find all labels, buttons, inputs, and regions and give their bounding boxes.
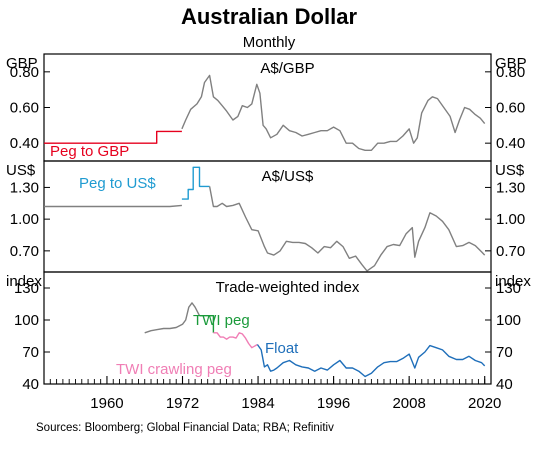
- x-axis: 1960 1972 1984 1996 2008 2020: [49, 376, 501, 412]
- unit-label-left: GBP: [6, 55, 38, 72]
- panel-title: A$/GBP: [260, 60, 314, 77]
- series-annotation: TWI crawling peg: [116, 361, 232, 378]
- series-line-2: [181, 74, 486, 151]
- panel-3: Trade-weighted index index index 40 40 70 70 10…: [6, 271, 531, 393]
- y-tick-label-right: 130: [496, 280, 521, 297]
- panel-1: A$/GBP GBP GBP 0.40 0.40 0.60 0.60 0.80 0.80 Peg …: [6, 53, 527, 162]
- series-annotation: Peg to GBP: [50, 143, 129, 160]
- series-line-3: [208, 186, 486, 272]
- panel-title: Trade-weighted index: [216, 279, 360, 296]
- series-line-1: [44, 130, 182, 144]
- series-line-2: [199, 315, 215, 333]
- series-line-3: [213, 332, 258, 349]
- panels: A$/GBP GBP GBP 0.40 0.40 0.60 0.60 0.80 0.80 Peg …: [6, 53, 531, 393]
- y-tick-label-left: 100: [14, 312, 39, 329]
- x-tick-label: 2008: [392, 395, 425, 412]
- y-tick-label-right: 1.00: [496, 211, 525, 228]
- chart-subtitle: Monthly: [243, 34, 296, 51]
- y-tick-label-right: 1.30: [496, 179, 525, 196]
- y-tick-label-right: 100: [496, 312, 521, 329]
- x-tick-label: 1972: [166, 395, 199, 412]
- unit-label-right: US$: [495, 162, 525, 179]
- x-tick-label: 1960: [90, 395, 123, 412]
- x-tick-label: 1996: [317, 395, 350, 412]
- panel-2: A$/US$ US$ US$ 0.70 0.70 1.00 1.00 1.30 1.30 Peg …: [6, 160, 525, 273]
- y-tick-label-right: 0.80: [496, 64, 525, 81]
- y-tick-label-left: 0.70: [10, 243, 39, 260]
- panel-frame: [43, 271, 492, 385]
- series-annotation: Peg to US$: [79, 175, 156, 192]
- y-tick-label-left: 130: [14, 280, 39, 297]
- x-tick-label: 1984: [241, 395, 274, 412]
- y-tick-label-left: 0.80: [10, 64, 39, 81]
- y-tick-label-right: 40: [496, 376, 513, 393]
- panel-title: A$/US$: [262, 168, 314, 185]
- y-tick-label-left: 40: [22, 376, 39, 393]
- series-line-1: [144, 302, 201, 334]
- y-tick-label-left: 0.40: [10, 135, 39, 152]
- unit-label-right: index: [495, 273, 531, 290]
- chart-title: Australian Dollar: [181, 4, 357, 29]
- x-tick-label: 2020: [468, 395, 501, 412]
- y-tick-label-left: 70: [22, 344, 39, 361]
- y-tick-label-left: 0.60: [10, 100, 39, 117]
- series-line-4: [256, 344, 486, 378]
- series-annotation: TWI peg: [193, 312, 250, 329]
- series-annotation: Float: [265, 340, 299, 357]
- y-tick-label-right: 0.70: [496, 243, 525, 260]
- unit-label-left: US$: [6, 162, 36, 179]
- series-line-2: [181, 166, 210, 200]
- unit-label-right: GBP: [495, 55, 527, 72]
- y-tick-label-right: 0.60: [496, 100, 525, 117]
- unit-label-left: index: [6, 273, 42, 290]
- y-tick-label-left: 1.30: [10, 179, 39, 196]
- y-tick-label-right: 0.40: [496, 135, 525, 152]
- y-tick-label-right: 70: [496, 344, 513, 361]
- y-tick-label-left: 1.00: [10, 211, 39, 228]
- series-line-1: [44, 204, 182, 208]
- source-note: Sources: Bloomberg; Global Financial Dat…: [36, 422, 334, 434]
